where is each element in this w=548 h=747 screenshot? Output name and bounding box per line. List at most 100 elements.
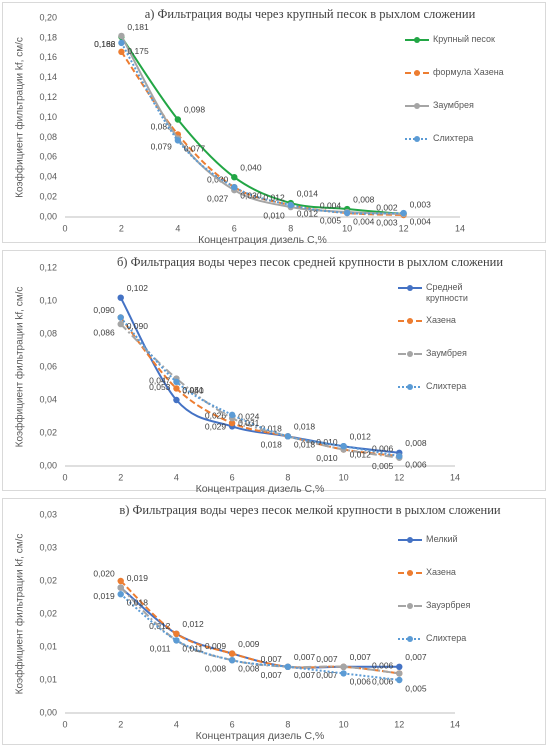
x-tick-label: 6 <box>232 223 237 233</box>
point <box>117 584 124 591</box>
value-label: 0,007 <box>261 670 283 680</box>
series-line <box>120 593 400 681</box>
chart-title-box: б) Фильтрация воды через песок средней к… <box>117 255 503 269</box>
x-tick-label: 8 <box>288 223 293 233</box>
legend-label: Крупный песок <box>433 34 495 44</box>
point <box>343 209 351 217</box>
y-tick-label: 0,16 <box>39 52 57 62</box>
value-label: 0,083 <box>151 122 173 132</box>
value-label: 0,011 <box>150 644 171 654</box>
x-tick-label: 8 <box>285 472 290 482</box>
point <box>231 174 238 181</box>
point <box>173 396 180 404</box>
point <box>396 663 403 670</box>
x-tick-label: 12 <box>394 719 404 729</box>
x-tick-label: 0 <box>62 223 67 233</box>
point <box>118 39 125 47</box>
y-tick-label: 0,03 <box>39 509 57 519</box>
x-tick-label: 10 <box>342 223 352 233</box>
value-label: 0,004 <box>353 216 375 226</box>
x-tick-label: 14 <box>450 719 460 729</box>
point <box>118 32 125 40</box>
value-label: 0,005 <box>405 683 427 693</box>
y-tick-label: 0,18 <box>39 32 57 42</box>
point <box>340 443 347 450</box>
value-label: 0,019 <box>93 591 115 601</box>
point <box>228 650 236 657</box>
value-label: 0,006 <box>372 443 394 453</box>
legend-label: Хазена <box>426 315 456 325</box>
y-tick-label: 0,01 <box>39 674 57 684</box>
value-label: 0,098 <box>184 105 206 115</box>
x-tick-label: 10 <box>339 472 349 482</box>
y-tick-label: 0,01 <box>39 641 57 651</box>
value-label: 0,040 <box>182 385 204 395</box>
point <box>287 201 294 209</box>
legend-label: Зауэрбрея <box>426 600 471 610</box>
y-tick-label: 0,04 <box>39 172 57 182</box>
point <box>118 48 125 56</box>
value-label: 0,012 <box>182 619 204 629</box>
y-tick-label: 0,00 <box>39 211 57 221</box>
series-line <box>120 51 404 217</box>
legend-marker <box>407 636 413 642</box>
x-tick-label: 2 <box>118 472 123 482</box>
point <box>284 663 292 670</box>
value-label: 0,009 <box>238 639 260 649</box>
point <box>173 637 180 644</box>
point <box>396 452 403 460</box>
legend-label-box: Заумбрея <box>426 348 467 358</box>
value-label: 0,010 <box>316 453 338 463</box>
value-label: 0,175 <box>127 46 149 56</box>
value-label: 0,004 <box>410 216 432 226</box>
legend-label-box: Слихтера <box>426 633 466 643</box>
chart-title: а) Фильтрация воды через крупный песок в… <box>144 7 476 21</box>
value-label: 0,005 <box>372 461 394 471</box>
chart-title-box: а) Фильтрация воды через крупный песок в… <box>144 7 476 21</box>
value-label: 0,006 <box>372 661 394 671</box>
value-label: 0,079 <box>151 142 173 152</box>
value-label: 0,029 <box>205 421 227 431</box>
x-tick-label: 6 <box>230 472 235 482</box>
value-label: 0,047 <box>149 376 171 386</box>
value-label: 0,007 <box>261 654 283 664</box>
value-label: 0,166 <box>94 39 116 49</box>
value-label: 0,024 <box>238 412 260 422</box>
series-line <box>119 316 400 458</box>
value-label: 0,026 <box>205 410 227 420</box>
value-label: 0,006 <box>350 677 372 687</box>
value-label: 0,006 <box>372 677 394 687</box>
value-label: 0,007 <box>316 670 338 680</box>
point <box>173 385 180 392</box>
point <box>173 630 180 637</box>
x-tick-label: 12 <box>394 472 404 482</box>
value-label: 0,018 <box>294 422 316 432</box>
legend-marker <box>407 537 413 543</box>
point <box>228 419 236 427</box>
legend-label: Мелкий <box>426 534 458 544</box>
point <box>117 294 124 301</box>
legend-label-box: Слихтера <box>433 133 473 143</box>
y-axis-label: Коэффициент фильтрации kf, см/с <box>14 287 26 448</box>
point <box>228 411 236 419</box>
x-tick-label: 14 <box>450 472 460 482</box>
legend-label: формула Хазена <box>433 67 504 77</box>
x-tick-label: 2 <box>119 223 124 233</box>
legend-label-box: Крупный песок <box>433 34 495 44</box>
value-label: 0,031 <box>238 418 260 428</box>
legend-label-box: Мелкий <box>426 534 458 544</box>
value-label: 0,018 <box>261 440 283 450</box>
y-axis-label: Коэффициент фильтрации kf, см/с <box>14 534 26 695</box>
y-tick-label: 0,02 <box>39 427 57 437</box>
value-label: 0,053 <box>149 382 171 392</box>
value-label: 0,007 <box>316 654 338 664</box>
y-tick-label: 0,00 <box>39 460 57 470</box>
value-label: 0,027 <box>207 193 229 203</box>
value-label: 0,018 <box>261 424 283 434</box>
point <box>117 320 124 328</box>
panel-border <box>2 2 546 243</box>
legend-label-box: Хазена <box>426 567 456 577</box>
x-tick-label: 4 <box>174 472 179 482</box>
value-label: 0,012 <box>350 431 372 441</box>
